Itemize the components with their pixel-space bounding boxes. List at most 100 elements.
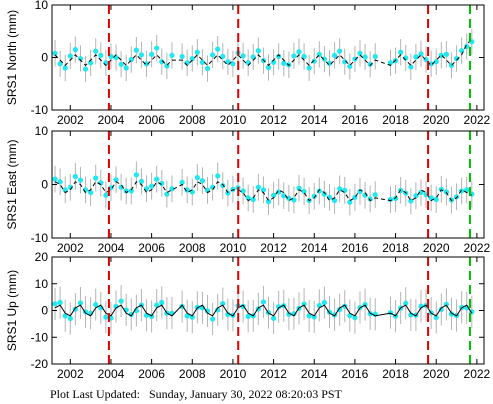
- data-point: [154, 45, 160, 51]
- data-point: [387, 196, 394, 203]
- data-point: [154, 176, 160, 182]
- data-point: [215, 173, 221, 179]
- data-point: [189, 314, 195, 320]
- data-point: [306, 313, 312, 319]
- data-point: [194, 174, 200, 181]
- x-tick-label: 2014: [301, 367, 328, 381]
- data-point: [448, 311, 455, 317]
- y-tick-label: 20: [35, 250, 49, 264]
- x-tick-label: 2016: [342, 113, 369, 127]
- data-point: [276, 189, 282, 195]
- y-axis-label: SRS1 East (mm): [5, 139, 19, 229]
- data-point: [240, 188, 246, 194]
- x-tick-label: 2022: [464, 113, 491, 127]
- data-point: [245, 313, 251, 319]
- data-point: [250, 196, 256, 203]
- x-tick-label: 2008: [179, 113, 206, 127]
- data-point: [255, 48, 261, 54]
- data-point: [321, 299, 328, 306]
- model-line: [54, 38, 473, 67]
- data-point: [270, 192, 277, 198]
- x-tick-label: 2010: [220, 113, 247, 127]
- x-tick-label: 2004: [98, 367, 125, 381]
- data-point: [413, 54, 419, 60]
- x-tick-label: 2020: [423, 113, 450, 127]
- data-point: [337, 186, 343, 192]
- data-point: [194, 49, 200, 55]
- data-point: [291, 197, 297, 203]
- data-point: [367, 61, 373, 67]
- data-point: [52, 176, 58, 182]
- data-point: [428, 61, 434, 67]
- data-point: [301, 53, 307, 60]
- data-point: [93, 175, 99, 181]
- data-point: [418, 51, 424, 57]
- data-point: [133, 172, 139, 178]
- data-point: [443, 51, 449, 57]
- data-point: [82, 66, 89, 72]
- data-point: [159, 299, 165, 306]
- data-point: [103, 314, 109, 320]
- data-point: [72, 47, 78, 53]
- data-point: [357, 50, 363, 56]
- data-point: [387, 60, 394, 66]
- data-point: [149, 51, 155, 57]
- data-point: [352, 315, 358, 321]
- data-point: [331, 52, 338, 59]
- data-point: [220, 300, 226, 307]
- data-point: [67, 53, 73, 59]
- data-point: [372, 53, 378, 60]
- x-tick-label: 2016: [342, 367, 369, 381]
- data-point: [337, 48, 343, 54]
- data-point: [311, 58, 317, 64]
- data-point: [433, 314, 439, 321]
- data-point: [428, 195, 434, 201]
- model-line: [54, 181, 473, 202]
- data-point: [88, 189, 94, 196]
- data-point: [98, 52, 104, 59]
- data-point: [199, 178, 206, 184]
- data-point: [321, 191, 328, 197]
- x-tick-label: 2010: [220, 241, 247, 255]
- data-point: [62, 187, 68, 193]
- data-point: [179, 179, 185, 185]
- x-tick-label: 2006: [138, 113, 165, 127]
- data-point: [77, 177, 84, 183]
- data-point: [57, 179, 63, 185]
- data-point: [403, 300, 409, 306]
- x-tick-label: 2018: [382, 241, 409, 255]
- data-point: [77, 55, 84, 62]
- x-tick-label: 2014: [301, 113, 328, 127]
- data-point: [296, 49, 302, 55]
- data-point: [408, 198, 414, 204]
- data-point: [204, 65, 211, 72]
- data-point: [337, 307, 343, 313]
- x-tick-label: 2022: [464, 241, 491, 255]
- data-point: [240, 53, 246, 59]
- data-point: [413, 193, 419, 199]
- data-point: [113, 177, 119, 183]
- x-tick-label: 2012: [260, 367, 287, 381]
- data-point: [169, 186, 175, 192]
- data-point: [118, 61, 124, 67]
- data-point: [347, 199, 353, 205]
- data-point: [77, 300, 84, 306]
- x-tick-label: 2002: [57, 113, 84, 127]
- plot-area: [52, 161, 475, 216]
- data-point: [255, 184, 261, 190]
- data-point: [291, 53, 297, 59]
- data-point: [103, 192, 109, 198]
- data-point: [245, 195, 251, 201]
- data-point: [138, 52, 145, 58]
- data-point: [347, 63, 353, 70]
- data-point: [52, 50, 58, 56]
- x-tick-label: 2020: [423, 367, 450, 381]
- data-point: [418, 189, 424, 196]
- data-point: [362, 54, 368, 60]
- data-point: [286, 311, 292, 317]
- data-point: [62, 65, 68, 71]
- data-point: [270, 315, 277, 321]
- data-point: [265, 64, 272, 71]
- data-point: [138, 178, 145, 184]
- x-tick-label: 2006: [138, 241, 165, 255]
